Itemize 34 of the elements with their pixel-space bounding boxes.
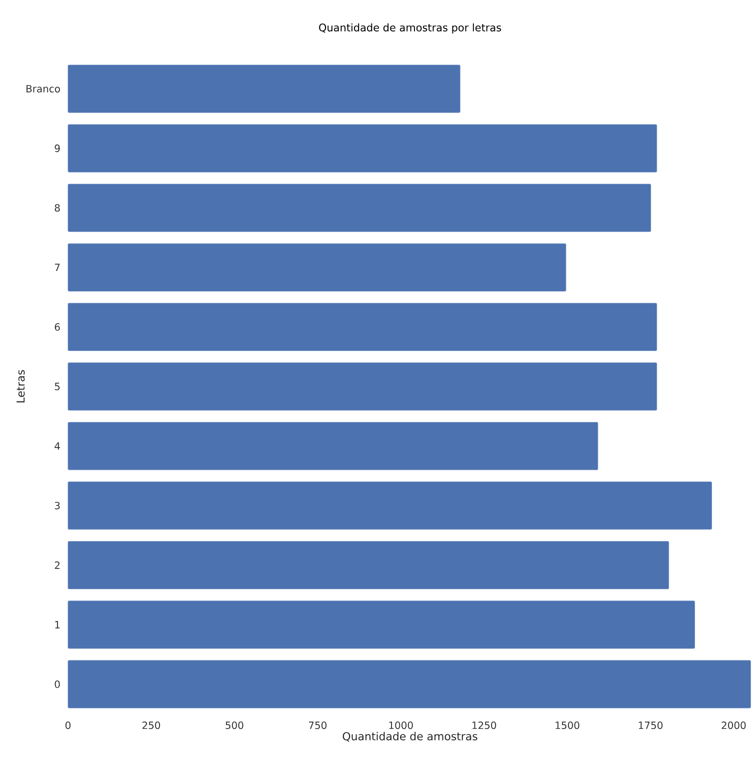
x-tick-label: 750 bbox=[308, 722, 326, 730]
y-tick-label: 4 bbox=[54, 442, 60, 450]
x-tick-label: 1000 bbox=[389, 722, 413, 730]
bar bbox=[68, 243, 566, 292]
bar bbox=[68, 362, 658, 411]
y-tick-label: 3 bbox=[54, 502, 60, 510]
y-tick-label: 8 bbox=[54, 204, 60, 212]
x-tick-label: 500 bbox=[226, 722, 244, 730]
bar bbox=[68, 660, 751, 708]
y-tick-label: 9 bbox=[54, 144, 60, 152]
bar bbox=[68, 302, 658, 351]
bar bbox=[68, 541, 669, 590]
y-tick-label: Branco bbox=[26, 85, 60, 92]
bar bbox=[68, 124, 658, 172]
bar bbox=[68, 482, 712, 530]
x-tick-label: 1250 bbox=[472, 722, 496, 730]
y-axis-title: Letras bbox=[16, 370, 25, 402]
x-tick-label: 1500 bbox=[556, 722, 580, 730]
x-axis-title: Quantidade de amostras bbox=[342, 732, 478, 742]
x-tick-label: 2000 bbox=[722, 722, 746, 730]
x-tick-label: 1750 bbox=[638, 722, 663, 730]
y-tick-label: 6 bbox=[54, 323, 60, 331]
bar bbox=[68, 64, 460, 113]
y-tick-label: 1 bbox=[55, 621, 60, 628]
y-tick-label: 7 bbox=[54, 264, 60, 272]
chart-title: Quantidade de amostras por letras bbox=[319, 23, 502, 34]
x-tick-label: 0 bbox=[65, 722, 71, 730]
y-tick-label: 5 bbox=[54, 382, 60, 390]
bar bbox=[68, 600, 695, 649]
bar bbox=[68, 422, 598, 470]
x-tick-label: 250 bbox=[142, 722, 160, 730]
y-tick-label: 0 bbox=[54, 680, 60, 688]
bar bbox=[68, 184, 652, 232]
y-tick-label: 2 bbox=[54, 561, 60, 569]
